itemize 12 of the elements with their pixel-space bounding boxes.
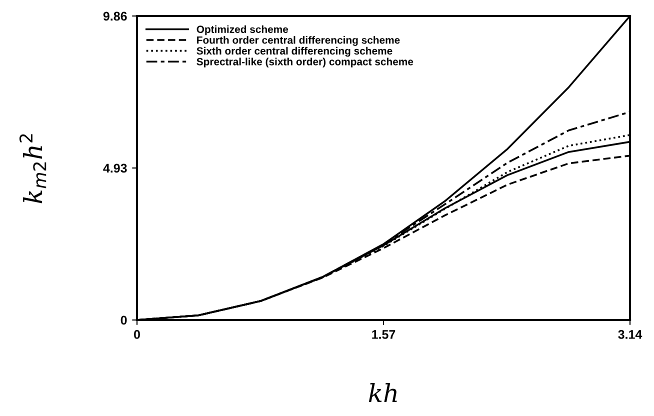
x-tick-label: 0 [134, 330, 140, 339]
y-tick-label: 4.93 [103, 164, 127, 173]
y-tick-label: 0 [120, 316, 127, 325]
legend-label: Fourth order central differencing scheme [197, 36, 400, 46]
x-tick-label: 3.14 [618, 330, 642, 339]
legend-label: Optimized scheme [196, 25, 288, 36]
y-axis-title: k$_{m2}$h$^{2}$ [19, 134, 46, 204]
legend-label: Sprectral-like (sixth order) compact scheme [196, 58, 414, 68]
y-tick-label: 9.86 [103, 12, 127, 21]
x-tick-label: 1.57 [372, 330, 396, 339]
x-axis-title: kh [368, 383, 397, 402]
legend-label: Sixth order central differencing scheme [196, 46, 392, 57]
